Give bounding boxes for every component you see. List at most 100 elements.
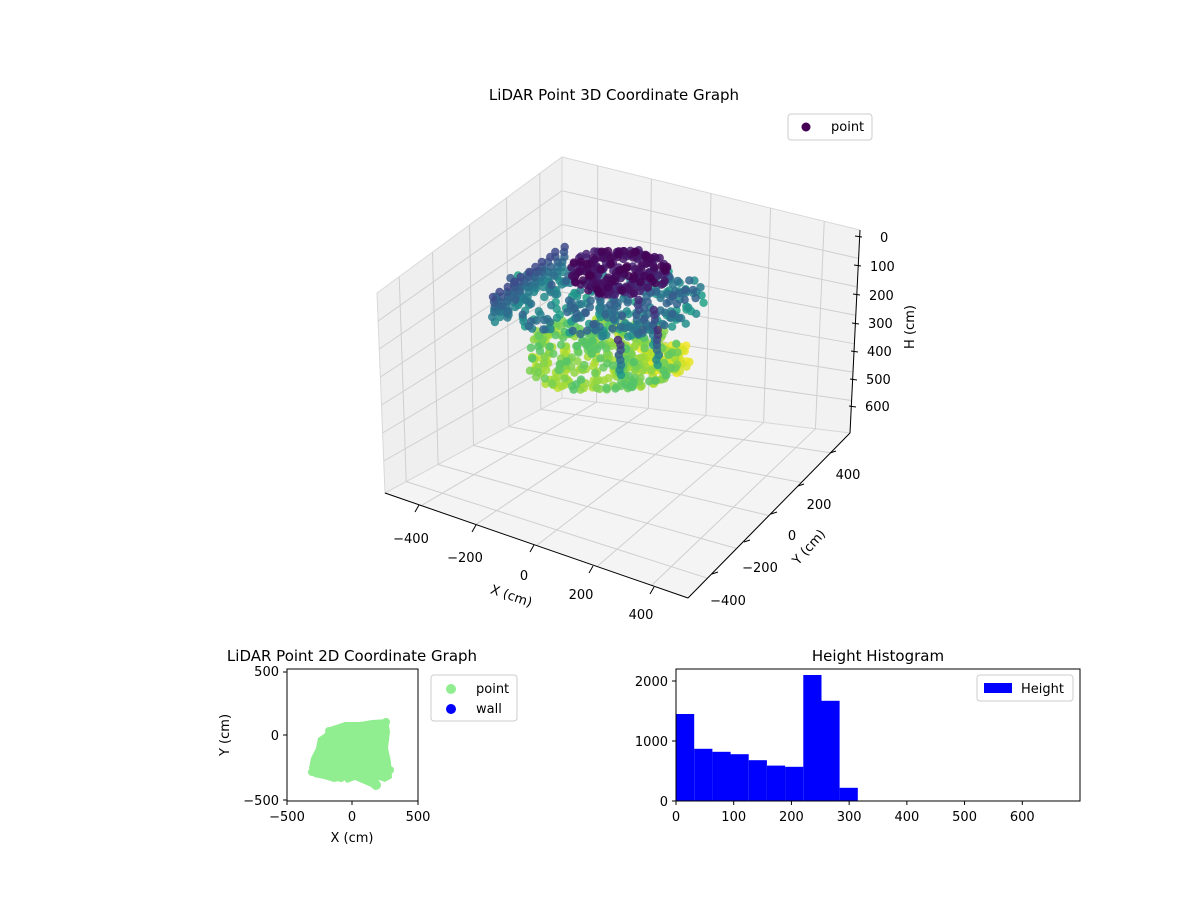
legend-label-height: Height — [1021, 682, 1064, 697]
y-tick-label-hist: 2000 — [635, 675, 668, 690]
histogram-bar — [821, 700, 840, 801]
data-point — [630, 341, 640, 351]
legend-2d: point wall — [430, 674, 518, 722]
histogram-bar — [676, 714, 695, 801]
data-point — [557, 382, 566, 391]
data-point — [510, 277, 519, 287]
data-point — [580, 360, 589, 370]
data-point — [581, 308, 590, 318]
data-point — [585, 302, 595, 312]
data-point — [568, 326, 577, 336]
y-tick-label: 200 — [807, 498, 832, 513]
data-point — [692, 309, 701, 318]
data-point — [668, 309, 677, 318]
legend-3d: point — [787, 113, 873, 141]
data-point — [495, 287, 504, 297]
data-point — [540, 352, 549, 361]
legend-label-point: point — [476, 682, 509, 697]
x-tick-label: 0 — [520, 569, 528, 584]
x-tick-label: 400 — [629, 608, 654, 623]
data-point — [560, 374, 569, 383]
data-point — [629, 271, 639, 281]
data-point — [649, 305, 658, 315]
grid-line — [378, 223, 858, 350]
legend-marker-point — [446, 684, 456, 694]
histogram-bar — [712, 751, 731, 801]
data-point — [526, 299, 536, 308]
data-point — [540, 292, 549, 302]
data-point — [609, 314, 618, 324]
histogram-bar — [785, 766, 804, 801]
data-point — [672, 299, 682, 309]
data-point — [592, 383, 601, 393]
data-point — [578, 276, 588, 285]
data-point — [640, 344, 649, 353]
plot2d-title: LiDAR Point 2D Coordinate Graph — [227, 647, 477, 665]
data-point — [645, 377, 654, 386]
data-point — [613, 335, 623, 345]
data-point — [684, 303, 693, 312]
data-point — [608, 324, 617, 333]
z-tick-label: 500 — [866, 373, 891, 388]
data-point — [696, 283, 705, 292]
data-point — [610, 307, 619, 316]
data-point — [668, 291, 678, 300]
data-point — [623, 298, 632, 307]
data-point — [516, 272, 525, 282]
legend-marker-point — [801, 122, 811, 132]
grid-line — [398, 276, 407, 482]
data-point — [551, 330, 560, 340]
data-point — [525, 267, 534, 277]
data-point — [630, 247, 639, 257]
z-tick-label: 0 — [880, 231, 888, 246]
data-point — [571, 380, 581, 389]
data-point — [638, 325, 648, 335]
data-point — [616, 322, 625, 332]
z-tick-label: 100 — [870, 260, 895, 275]
data-point — [598, 331, 608, 341]
data-point — [526, 343, 536, 352]
y-tick-label: 0 — [788, 529, 796, 544]
data-point — [582, 326, 592, 335]
histogram-frame — [675, 668, 1081, 802]
data-point — [680, 295, 689, 304]
histogram-x-ticks: 0 100 200 300 400 500 600 — [672, 801, 1035, 825]
y-axis-line — [687, 432, 851, 599]
data-point — [660, 276, 669, 285]
data-point — [540, 316, 549, 325]
data-point — [571, 277, 580, 287]
y-tick-label-hist: 1000 — [635, 735, 668, 750]
data-point — [569, 258, 579, 267]
data-point — [606, 253, 615, 262]
data-point — [653, 325, 662, 335]
plot3d: LiDAR Point 3D Coordinate Graph −400 −20… — [376, 86, 918, 623]
data-point — [617, 311, 627, 321]
data-point — [667, 322, 677, 331]
data-point — [688, 285, 698, 295]
histogram-y-ticks: 0 1000 2000 — [635, 675, 676, 810]
z-tick-label: 200 — [869, 289, 894, 304]
data-point — [586, 296, 595, 305]
data-point — [576, 257, 585, 266]
x-tick-label: −400 — [393, 532, 429, 547]
y-axis-label-2d: Y (cm) — [218, 714, 233, 757]
data-point — [503, 282, 512, 292]
data-point — [592, 376, 601, 385]
data-point — [664, 350, 673, 360]
grid-line — [651, 428, 816, 586]
data-point — [573, 341, 582, 351]
data-point — [572, 292, 582, 301]
data-point — [656, 293, 665, 303]
data-point — [643, 297, 652, 307]
z-axis-line — [849, 229, 861, 434]
x-axis-line — [384, 492, 689, 599]
grid-line — [469, 224, 474, 446]
data-point — [691, 293, 700, 303]
data-point — [624, 371, 634, 381]
grid-line — [381, 291, 855, 406]
data-point — [603, 246, 613, 256]
data-point — [629, 289, 638, 298]
data-point — [531, 262, 540, 272]
y-tick-label-2d: −500 — [243, 794, 279, 809]
